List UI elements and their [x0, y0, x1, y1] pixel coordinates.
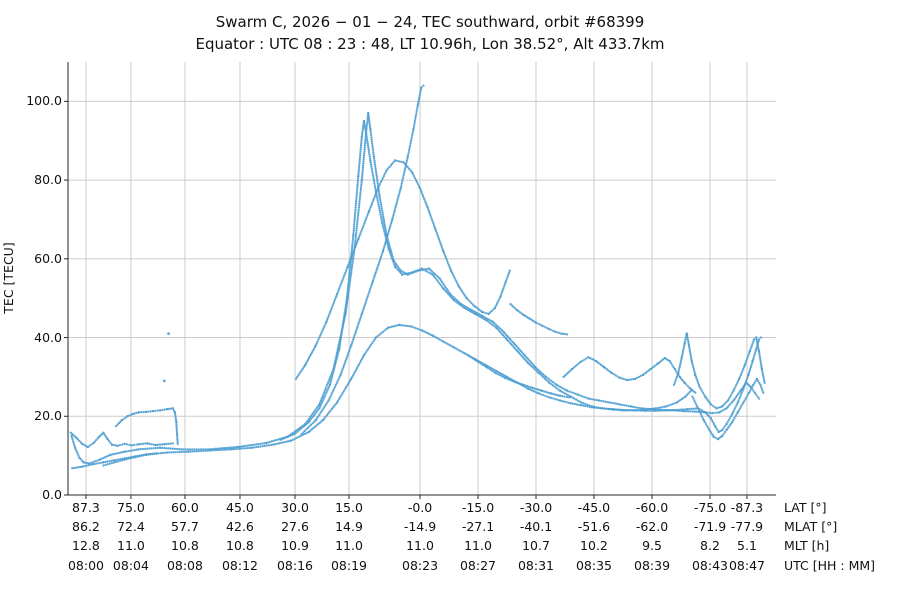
- x-tick-label: 10.7: [522, 538, 550, 553]
- x-tick-label: 11.0: [464, 538, 492, 553]
- x-tick-label: -62.0: [635, 519, 669, 534]
- x-tick-label: 45.0: [226, 500, 254, 515]
- x-tick-label: 08:47: [728, 558, 765, 573]
- x-tick-label: 10.9: [281, 538, 309, 553]
- x-tick-label: 8.2: [700, 538, 720, 553]
- x-tick-label: -15.0: [461, 500, 495, 515]
- x-tick-label: 08:23: [402, 558, 439, 573]
- x-tick-label: 08:31: [517, 558, 554, 573]
- x-tick-label: 15.0: [335, 500, 363, 515]
- x-tick-label: -40.1: [519, 519, 553, 534]
- y-tick-label: 100.0: [26, 93, 62, 109]
- x-tick-label: -60.0: [635, 500, 669, 515]
- y-tick-label: 20.0: [34, 408, 62, 424]
- x-tick-label: 10.8: [171, 538, 199, 553]
- y-tick-label: 80.0: [34, 172, 62, 188]
- x-tick-label: 10.8: [226, 538, 254, 553]
- y-axis-label: TEC [TECU]: [1, 242, 16, 314]
- x-tick-label: -77.9: [730, 519, 764, 534]
- y-tick-label: 60.0: [34, 250, 62, 266]
- x-tick-label: -45.0: [577, 500, 611, 515]
- x-tick-label: 10.2: [580, 538, 608, 553]
- x-tick-label: -51.6: [577, 519, 611, 534]
- x-tick-label: -27.1: [461, 519, 495, 534]
- x-tick-label: 87.3: [72, 500, 100, 515]
- y-tick-label: 0.0: [42, 487, 62, 502]
- x-tick-label: 5.1: [737, 538, 757, 553]
- x-tick-label: 08:35: [575, 558, 612, 573]
- x-tick-label: -0.0: [407, 500, 433, 515]
- x-tick-label: 08:39: [634, 558, 671, 573]
- x-tick-label: -30.0: [519, 500, 553, 515]
- x-tick-label: 14.9: [335, 519, 363, 534]
- x-tick-label: 11.0: [335, 538, 363, 553]
- x-tick-label: 75.0: [117, 500, 145, 515]
- y-tick-label: 40.0: [34, 329, 62, 345]
- x-row-label-utc: UTC [HH : MM]: [784, 558, 876, 573]
- x-tick-label: 12.8: [72, 538, 100, 553]
- x-tick-label: 08:19: [330, 558, 368, 573]
- chart-title: Swarm C, 2026 − 01 − 24, TEC southward, …: [0, 11, 860, 55]
- x-tick-label: -87.3: [730, 500, 764, 515]
- x-tick-label: 60.0: [171, 500, 199, 515]
- x-tick-label: 72.4: [117, 519, 145, 534]
- x-tick-label: -71.9: [693, 519, 727, 534]
- x-tick-label: 57.7: [171, 519, 199, 534]
- x-tick-label: 08:27: [459, 558, 497, 573]
- x-tick-label: 08:16: [276, 558, 313, 573]
- x-tick-label: -75.0: [693, 500, 727, 515]
- x-tick-label: 30.0: [281, 500, 309, 515]
- x-tick-label: 11.0: [117, 538, 145, 553]
- x-tick-label: 9.5: [642, 538, 662, 553]
- x-tick-label: 86.2: [72, 519, 100, 534]
- x-row-label-mlt: MLT [h]: [784, 538, 830, 553]
- title-line2: Equator : UTC 08 : 23 : 48, LT 10.96h, L…: [195, 35, 665, 53]
- title-line1: Swarm C, 2026 − 01 − 24, TEC southward, …: [215, 13, 645, 31]
- x-tick-label: 08:43: [691, 558, 729, 573]
- x-tick-label: -14.9: [403, 519, 437, 534]
- x-tick-label: 11.0: [406, 538, 434, 553]
- x-tick-label: 08:00: [67, 558, 104, 573]
- x-tick-label: 08:08: [166, 558, 203, 573]
- x-tick-label: 42.6: [226, 519, 254, 534]
- x-tick-label: 08:12: [221, 558, 258, 573]
- x-tick-label: 08:04: [112, 558, 149, 573]
- x-tick-label: 27.6: [281, 519, 309, 534]
- x-row-label-mlat: MLAT [°]: [784, 519, 838, 534]
- x-row-label-lat: LAT [°]: [784, 500, 827, 515]
